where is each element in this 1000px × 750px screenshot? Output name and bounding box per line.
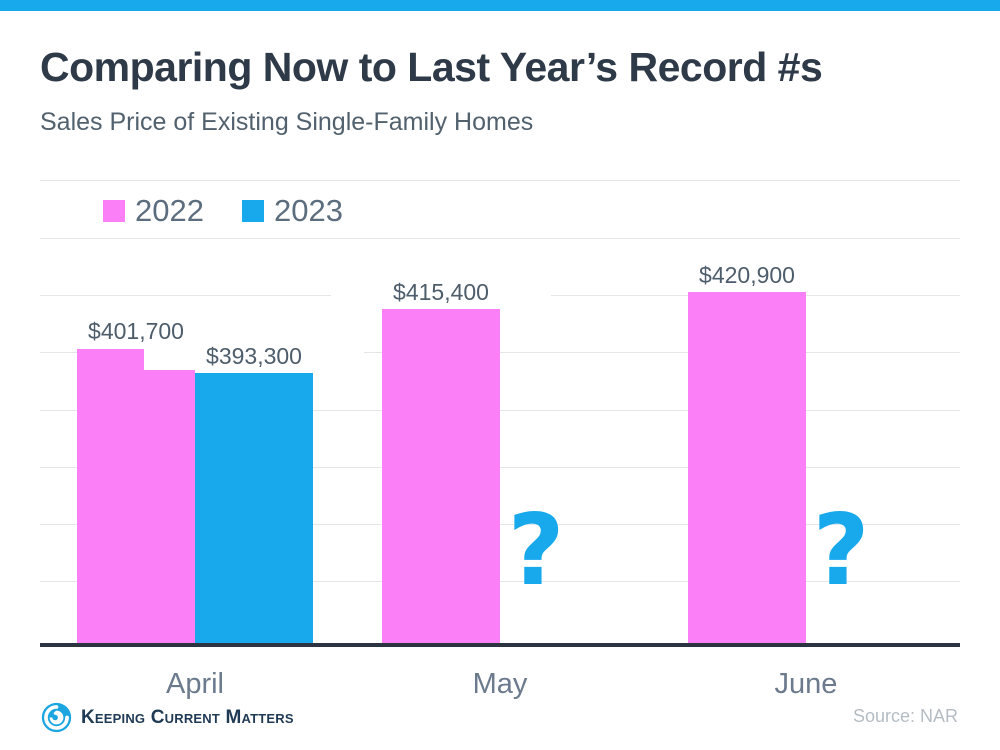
page-title: Comparing Now to Last Year’s Record #s (40, 44, 823, 90)
kcm-logo-icon (40, 701, 73, 734)
axis-label-june: June (774, 668, 838, 700)
axis-label-may: May (472, 668, 528, 700)
axis-label-april: April (165, 668, 224, 700)
legend-swatch-2022 (103, 200, 125, 222)
source-attribution: Source: NAR (852, 706, 958, 726)
gridline (40, 581, 960, 582)
chart-legend: 2022 2023 (103, 193, 343, 229)
legend-swatch-2023 (241, 200, 264, 222)
unknown-value-may-2023: ? (507, 494, 565, 608)
top-accent-bar (0, 0, 1000, 11)
legend-label-2022: 2022 (135, 193, 204, 228)
bar-april-2023 (195, 373, 313, 643)
legend-label-2023: 2023 (273, 193, 343, 228)
x-axis-baseline (40, 643, 960, 647)
gridline (40, 410, 960, 411)
gridline (40, 238, 960, 239)
gridline (40, 352, 960, 353)
brand-name: Keeping Current Matters (81, 706, 294, 728)
value-label-april-2023: $393,300 (144, 343, 364, 370)
brand-lockup: Keeping Current Matters (40, 701, 294, 734)
legend-item-2022: 2022 (103, 193, 204, 229)
gridline (40, 524, 960, 525)
value-label-april-2022: $401,700 (26, 318, 246, 345)
gridline (40, 467, 960, 468)
gridline (40, 180, 960, 181)
legend-item-2023: 2023 (241, 193, 343, 229)
value-label-june-2022: $420,900 (637, 262, 857, 289)
bar-may-2022 (382, 309, 500, 643)
value-label-may-2022: $415,400 (331, 279, 551, 306)
page-subtitle: Sales Price of Existing Single-Family Ho… (40, 108, 534, 136)
unknown-value-june-2023: ? (812, 494, 870, 608)
bar-april-2022 (77, 349, 195, 643)
bar-june-2022 (688, 292, 806, 643)
